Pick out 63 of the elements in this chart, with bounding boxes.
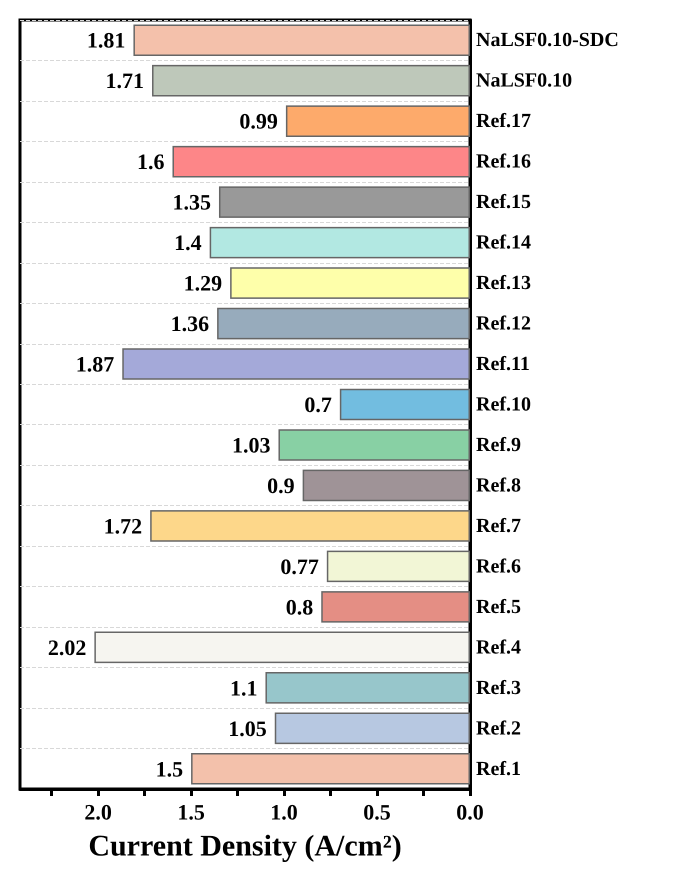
y-tick-label: Ref.5 <box>476 596 521 618</box>
x-tick-label: 2.0 <box>84 800 112 824</box>
y-tick-label: Ref.17 <box>476 110 531 132</box>
bar <box>286 105 470 137</box>
x-tick-label: 0.0 <box>456 800 484 824</box>
y-tick-label: Ref.11 <box>476 353 530 376</box>
data-label: 1.03 <box>232 432 270 458</box>
data-label: 1.1 <box>230 675 258 700</box>
data-label: 1.81 <box>86 28 126 53</box>
bar <box>321 591 470 623</box>
data-label: 1.5 <box>156 756 184 782</box>
data-label: 2.02 <box>48 634 86 660</box>
x-tick-label: 1.0 <box>270 800 298 824</box>
x-tick-label: 1.5 <box>177 800 205 824</box>
bar <box>302 470 470 502</box>
data-label: 1.35 <box>172 190 211 215</box>
y-tick-label: Ref.2 <box>476 717 521 740</box>
y-tick-label: Ref.4 <box>476 636 521 658</box>
y-tick-label: Ref.7 <box>476 514 521 537</box>
bar <box>152 64 470 96</box>
y-tick-label: Ref.16 <box>476 150 531 173</box>
data-label: 1.71 <box>106 68 144 94</box>
bar <box>191 752 470 785</box>
data-label: 1.6 <box>136 149 164 174</box>
data-label: 0.99 <box>239 108 278 134</box>
x-axis-title: Current Density (A/cm²) <box>88 830 402 862</box>
y-tick-label: Ref.14 <box>476 232 531 254</box>
data-label: 1.05 <box>228 716 267 741</box>
y-tick-label: NaLSF0.10-SDC <box>476 29 619 52</box>
bar <box>94 632 470 664</box>
data-label: 1.29 <box>184 270 222 296</box>
y-tick-label: Ref.1 <box>476 758 521 780</box>
data-label: 1.87 <box>76 352 114 377</box>
data-label: 1.72 <box>104 513 142 538</box>
bar <box>340 388 470 420</box>
bar <box>217 308 470 340</box>
bar <box>150 510 470 542</box>
y-tick-label: Ref.13 <box>476 272 531 294</box>
bar <box>218 186 470 218</box>
y-tick-label: Ref.9 <box>476 434 521 456</box>
data-label: 1.4 <box>174 230 202 256</box>
bar <box>133 24 470 56</box>
y-tick-label: Ref.15 <box>476 191 531 214</box>
data-label: 0.9 <box>267 472 295 498</box>
y-tick-label: Ref.6 <box>476 555 521 578</box>
bar <box>326 550 470 582</box>
y-tick-label: NaLSF0.10 <box>476 70 572 92</box>
y-tick-label: Ref.8 <box>476 474 521 496</box>
bar <box>274 712 470 744</box>
y-tick-label: Ref.12 <box>476 312 531 335</box>
y-tick-label: Ref.10 <box>476 394 531 416</box>
bar <box>265 672 470 704</box>
bar <box>172 146 470 178</box>
data-label: 0.8 <box>286 594 314 620</box>
x-tick-label: 0.5 <box>363 800 391 824</box>
data-label: 1.36 <box>170 311 210 336</box>
data-label: 0.77 <box>280 554 319 579</box>
y-tick-label: Ref.3 <box>476 676 521 699</box>
data-label: 0.7 <box>304 392 332 417</box>
bar <box>122 348 470 380</box>
bar <box>278 429 470 461</box>
bar <box>210 226 470 258</box>
bar <box>230 267 470 299</box>
